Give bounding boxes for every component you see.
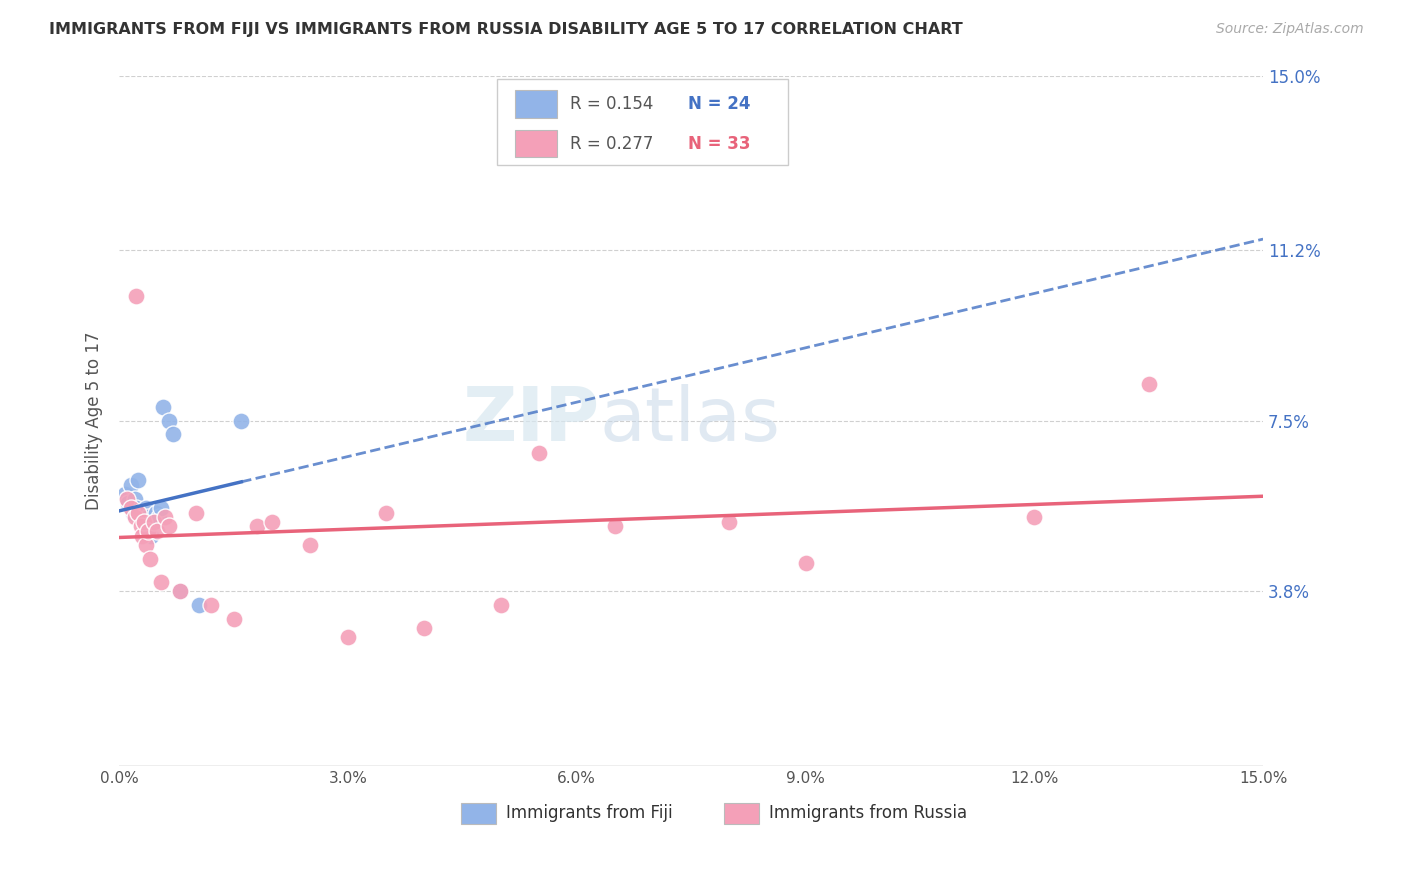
Text: IMMIGRANTS FROM FIJI VS IMMIGRANTS FROM RUSSIA DISABILITY AGE 5 TO 17 CORRELATIO: IMMIGRANTS FROM FIJI VS IMMIGRANTS FROM …: [49, 22, 963, 37]
Point: [142, 515, 165, 529]
Point: [142, 515, 165, 529]
Point: [141, 529, 163, 543]
Point: [188, 598, 211, 612]
Text: Source: ZipAtlas.com: Source: ZipAtlas.com: [1216, 22, 1364, 37]
Point: [145, 506, 167, 520]
FancyBboxPatch shape: [515, 129, 557, 157]
Point: [131, 506, 153, 520]
Point: [153, 510, 176, 524]
Text: Immigrants from Russia: Immigrants from Russia: [769, 805, 967, 822]
Point: [129, 510, 152, 524]
Y-axis label: Disability Age 5 to 17: Disability Age 5 to 17: [86, 332, 103, 510]
Text: R = 0.154: R = 0.154: [569, 95, 654, 113]
Point: [117, 496, 139, 510]
Text: R = 0.277: R = 0.277: [569, 135, 654, 153]
Point: [139, 519, 162, 533]
Point: [150, 574, 173, 589]
Text: ZIP: ZIP: [463, 384, 600, 458]
Text: Immigrants from Fiji: Immigrants from Fiji: [506, 805, 672, 822]
Point: [115, 491, 138, 506]
Point: [794, 557, 817, 571]
Point: [120, 478, 142, 492]
Point: [124, 491, 146, 506]
Point: [337, 630, 360, 644]
FancyBboxPatch shape: [724, 803, 759, 824]
Point: [124, 510, 146, 524]
Point: [136, 524, 159, 538]
Point: [139, 551, 162, 566]
FancyBboxPatch shape: [461, 803, 495, 824]
Point: [135, 538, 157, 552]
Point: [146, 524, 169, 538]
Point: [169, 583, 191, 598]
Point: [157, 414, 180, 428]
Point: [603, 519, 626, 533]
Point: [375, 506, 398, 520]
Point: [129, 519, 152, 533]
Point: [132, 515, 155, 529]
Point: [127, 474, 149, 488]
Point: [200, 598, 222, 612]
Point: [1137, 376, 1160, 391]
Point: [125, 501, 148, 516]
Point: [718, 515, 741, 529]
Point: [120, 501, 142, 516]
Point: [245, 519, 267, 533]
Point: [231, 414, 253, 428]
Point: [152, 400, 174, 414]
Text: N = 33: N = 33: [688, 135, 751, 153]
Point: [157, 519, 180, 533]
Point: [162, 427, 184, 442]
Point: [114, 487, 136, 501]
Point: [527, 446, 550, 460]
FancyBboxPatch shape: [515, 90, 557, 118]
Text: N = 24: N = 24: [688, 95, 751, 113]
Point: [127, 506, 149, 520]
Point: [150, 501, 173, 516]
Point: [184, 506, 207, 520]
Point: [222, 611, 245, 625]
Point: [298, 538, 321, 552]
Point: [125, 289, 148, 303]
Point: [489, 598, 512, 612]
Point: [136, 510, 159, 524]
FancyBboxPatch shape: [496, 79, 789, 165]
Point: [260, 515, 283, 529]
Point: [1024, 510, 1046, 524]
Point: [122, 506, 145, 520]
Point: [131, 529, 153, 543]
Point: [148, 510, 170, 524]
Text: atlas: atlas: [600, 384, 780, 458]
Point: [135, 501, 157, 516]
Point: [132, 515, 155, 529]
Point: [169, 583, 191, 598]
Point: [413, 621, 436, 635]
